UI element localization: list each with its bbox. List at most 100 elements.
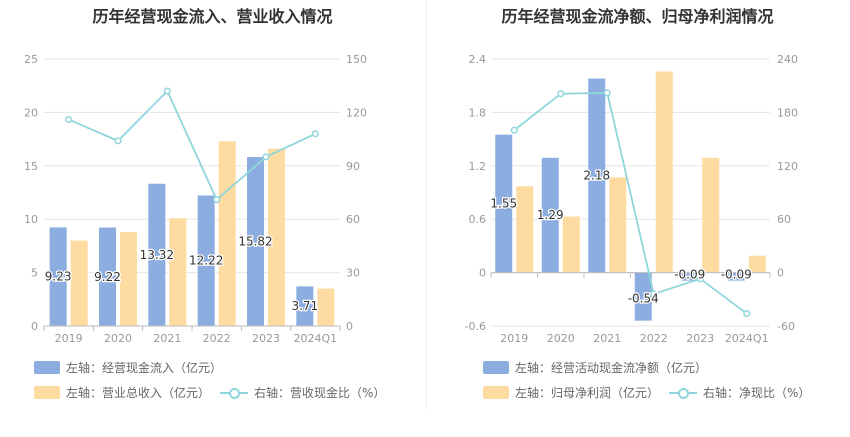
right-axis-tick-label: 90 (346, 160, 360, 173)
line-point (213, 196, 221, 204)
bar-series-2 (120, 232, 137, 326)
x-axis-category-label: 2022 (640, 332, 668, 345)
line-point (696, 275, 704, 283)
x-axis-category-label: 2024Q1 (725, 332, 769, 345)
net-cash-flow-profit-chart: -0.6 -60 0 0 0.6 60 1.2 120 1.8 180 2.4 240 2019 2020… (465, 53, 798, 345)
left-axis-tick-label: 10 (24, 213, 38, 226)
legend-item-cash-inflow[interactable]: 左轴：经营现金流入（亿元） (34, 359, 222, 376)
x-axis-category-label: 2023 (686, 332, 714, 345)
bar-data-label: -0.09 (721, 268, 752, 282)
line-point (603, 89, 611, 97)
left-axis-tick-label: 2.4 (469, 53, 487, 66)
panel-divider (426, 0, 427, 410)
bar-series-2 (169, 218, 187, 326)
right-axis-tick-label: -60 (777, 320, 795, 333)
bar-swatch-icon (34, 361, 60, 374)
bar-series-2 (317, 288, 335, 326)
bar-swatch-icon (483, 361, 509, 374)
line-swatch-icon (669, 386, 697, 399)
chart-title: 历年经营现金流净额、归母净利润情况 (501, 7, 774, 26)
x-axis-category-label: 2024Q1 (294, 332, 338, 345)
bar-data-label: 13.32 (140, 248, 174, 262)
line-point (557, 90, 565, 98)
bar-series-2 (516, 186, 534, 273)
bar-swatch-icon (34, 386, 60, 399)
bar-data-label: 1.55 (490, 197, 517, 211)
line-point (65, 115, 73, 124)
line-point (163, 87, 171, 95)
left-axis-tick-label: 25 (24, 53, 38, 66)
line-point (114, 137, 122, 145)
right-axis-tick-label: 0 (777, 267, 784, 280)
bar-data-label: 3.71 (291, 299, 318, 313)
bar-swatch-icon (483, 386, 509, 399)
line-point (510, 126, 518, 134)
left-axis-tick-label: 1.8 (469, 106, 487, 119)
bar-data-label: -0.09 (674, 268, 705, 282)
left-axis-tick-label: 0 (479, 267, 486, 280)
legend-label: 右轴：净现比（%） (703, 386, 811, 400)
bar-series-2 (268, 148, 285, 326)
legend-label: 左轴：经营活动现金流净额（亿元） (515, 361, 708, 375)
line-point (650, 290, 658, 298)
bar-series-1 (247, 157, 264, 326)
right-axis-tick-label: 30 (346, 267, 360, 280)
right-chart-panel: 历年经营现金流净额、归母净利润情况 -0.6 -60 0 0 0.6 60 1.2 120 1.… (425, 0, 850, 437)
legend-item-net-profit[interactable]: 左轴：归母净利润（亿元） (483, 384, 659, 401)
bar-series-2 (748, 255, 766, 273)
line-series (513, 91, 748, 315)
line-point (311, 130, 319, 138)
legend-item-revenue-cash-ratio[interactable]: 右轴：营收现金比（%） (220, 384, 385, 401)
x-axis-category-label: 2022 (203, 332, 231, 345)
bar-data-label: 1.29 (537, 208, 564, 222)
bar-series-1 (296, 286, 314, 326)
bar-series-2 (655, 71, 673, 273)
bar-data-label: 9.22 (94, 270, 121, 284)
bar-series-2 (218, 141, 236, 326)
bar-data-label: 12.22 (189, 254, 223, 268)
bar-series-1 (634, 272, 652, 321)
right-axis-tick-label: 150 (346, 53, 367, 66)
bar-series-1 (588, 78, 606, 273)
bar-series-1 (727, 272, 745, 281)
bar-series-2 (70, 240, 88, 326)
legend-item-net-cash-ratio[interactable]: 右轴：净现比（%） (669, 384, 810, 401)
legend-label: 左轴：归母净利润（亿元） (515, 386, 660, 400)
line-series (68, 89, 316, 202)
left-axis-tick-label: 15 (24, 160, 38, 173)
line-swatch-icon (220, 386, 248, 399)
legend-item-revenue[interactable]: 左轴：营业总收入（亿元） (34, 384, 210, 401)
left-axis-tick-label: 0 (31, 320, 38, 333)
line-point (262, 153, 270, 161)
x-axis-category-label: 2023 (252, 332, 280, 345)
bar-series-2 (702, 157, 720, 273)
left-axis-tick-label: -0.6 (465, 320, 486, 333)
x-axis-category-label: 2019 (55, 332, 83, 345)
bar-series-2 (609, 177, 627, 273)
bar-series-1 (681, 272, 699, 281)
bar-series-2 (562, 216, 580, 273)
right-axis-tick-label: 0 (346, 320, 353, 333)
bar-data-label: -0.54 (628, 292, 659, 306)
legend-label: 左轴：营业总收入（亿元） (66, 386, 211, 400)
legend-item-net-cash-flow[interactable]: 左轴：经营活动现金流净额（亿元） (483, 359, 707, 376)
left-axis-tick-label: 1.2 (469, 160, 487, 173)
right-axis-tick-label: 180 (777, 106, 798, 119)
cash-inflow-revenue-chart: 0 0 5 30 10 60 15 90 20 120 25 150 2019 2020 2021 2022 2… (24, 53, 367, 345)
right-axis-tick-label: 240 (777, 53, 798, 66)
right-axis-tick-label: 120 (777, 160, 798, 173)
bar-series-1 (495, 134, 513, 273)
x-axis-category-label: 2019 (500, 332, 528, 345)
right-axis-tick-label: 60 (777, 213, 791, 226)
legend-label: 右轴：营收现金比（%） (254, 386, 386, 400)
left-axis-tick-label: 5 (31, 267, 38, 280)
line-point (743, 309, 751, 318)
bar-series-1 (99, 227, 116, 326)
bar-series-1 (49, 227, 67, 326)
right-axis-tick-label: 60 (346, 213, 360, 226)
bar-data-label: 9.23 (45, 270, 72, 284)
legend-label: 左轴：经营现金流入（亿元） (66, 361, 223, 375)
left-axis-tick-label: 20 (24, 106, 38, 119)
right-axis-tick-label: 120 (346, 106, 367, 119)
x-axis-category-label: 2020 (104, 332, 132, 345)
